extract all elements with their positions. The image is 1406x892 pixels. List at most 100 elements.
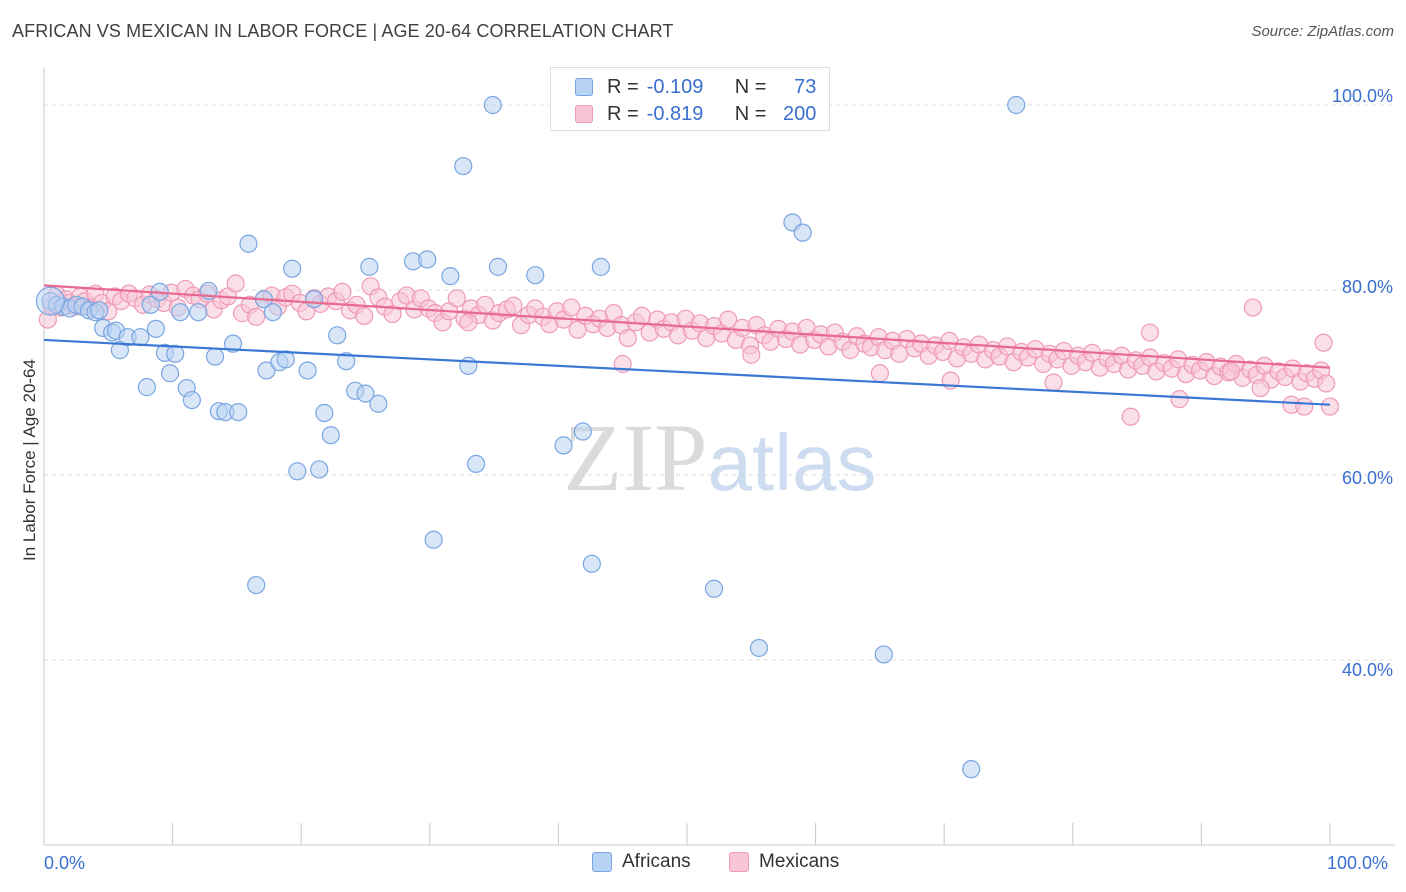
african-cluster-point xyxy=(35,286,66,316)
african-point xyxy=(554,436,573,455)
mexican-point xyxy=(355,306,374,325)
african-point xyxy=(141,295,160,314)
mexican-point xyxy=(247,307,266,326)
african-point xyxy=(146,319,165,338)
africans-swatch xyxy=(575,78,593,96)
african-point xyxy=(360,257,379,276)
legend-row-africans: R = -0.109 N = 73 xyxy=(575,76,816,98)
african-point xyxy=(466,454,486,473)
african-point xyxy=(283,259,302,278)
african-point xyxy=(418,250,437,269)
y-tick-100: 100.0% xyxy=(1331,86,1393,106)
african-point xyxy=(962,760,981,779)
african-point xyxy=(160,364,180,383)
african-point xyxy=(704,579,724,598)
mexican-point xyxy=(1140,323,1160,342)
mexican-point xyxy=(1295,397,1314,416)
x-tick-max: 100.0% xyxy=(1327,853,1389,873)
african-point xyxy=(171,303,190,322)
african-point xyxy=(288,462,307,481)
african-point xyxy=(424,530,443,549)
mexican-point xyxy=(618,329,637,348)
african-point xyxy=(369,394,388,413)
legend-row-mexicans: R = -0.819 N = 200 xyxy=(575,103,816,125)
y-tick-40: 40.0% xyxy=(1341,660,1393,680)
african-point xyxy=(337,352,356,371)
mexican-point xyxy=(1170,390,1189,409)
african-point xyxy=(1007,95,1026,115)
african-point xyxy=(239,234,258,253)
african-point xyxy=(441,267,460,286)
legend-n-value: 73 xyxy=(794,75,817,98)
african-point xyxy=(247,575,266,595)
chart-title: AFRICAN VS MEXICAN IN LABOR FORCE | AGE … xyxy=(12,21,674,41)
mexican-point xyxy=(1317,374,1336,393)
african-point xyxy=(182,390,201,410)
african-point xyxy=(263,303,283,322)
mexican-point xyxy=(459,313,478,332)
african-point xyxy=(310,460,329,479)
african-point xyxy=(454,156,473,176)
y-axis-label: In Labor Force | Age 20-64 xyxy=(20,359,39,561)
legend-r-label: R = xyxy=(607,102,639,125)
legend-n-label: N = xyxy=(734,102,767,125)
legend-r-value: -0.109 xyxy=(646,75,704,98)
african-point xyxy=(321,426,340,445)
watermark: ZIPatlas xyxy=(564,404,877,511)
correlation-legend: R = -0.109 N = 73 R = -0.819 N = 200 xyxy=(550,67,830,131)
mexican-point xyxy=(226,274,245,293)
african-point xyxy=(459,356,478,375)
african-point xyxy=(591,257,610,276)
african-point xyxy=(223,334,243,353)
mexican-point xyxy=(1044,373,1063,392)
mexican-point xyxy=(1243,298,1262,317)
african-point xyxy=(189,303,208,322)
african-point xyxy=(483,95,502,115)
mexican-point xyxy=(504,296,523,315)
mexican-point xyxy=(1121,407,1140,426)
african-point xyxy=(276,350,295,369)
mexican-point xyxy=(1314,333,1333,352)
african-point xyxy=(166,344,185,363)
africans-legend-label: Africans xyxy=(622,851,691,872)
legend-r-label: R = xyxy=(607,75,639,98)
legend-n-label: N = xyxy=(734,75,767,98)
mexicans-swatch xyxy=(575,105,593,123)
mexican-point xyxy=(1251,378,1270,398)
legend-r-value: -0.819 xyxy=(646,102,704,125)
mexican-point xyxy=(333,282,352,301)
african-point xyxy=(315,403,334,423)
y-tick-80: 80.0% xyxy=(1341,277,1393,297)
y-tick-60: 60.0% xyxy=(1341,468,1393,488)
mexican-point xyxy=(562,298,581,317)
mexican-point xyxy=(447,289,466,308)
mexican-trend-line xyxy=(43,284,1331,369)
african-point xyxy=(874,645,893,664)
africans-legend-swatch xyxy=(592,852,612,872)
african-point xyxy=(90,301,109,320)
african-point xyxy=(356,384,375,403)
african-point xyxy=(749,638,769,658)
african-point xyxy=(573,422,592,441)
african-point xyxy=(205,347,225,366)
african-point xyxy=(526,266,545,285)
african-trend-line xyxy=(43,338,1331,406)
x-tick-min: 0.0% xyxy=(44,853,86,873)
african-point xyxy=(582,554,601,573)
african-point xyxy=(131,328,150,347)
african-point xyxy=(137,378,156,397)
african-point xyxy=(328,326,347,345)
african-point xyxy=(257,361,276,380)
series-legend-mexicans: Mexicans xyxy=(729,851,839,873)
mexicans-legend-swatch xyxy=(729,852,749,872)
african-point xyxy=(298,361,317,380)
mexicans-legend-label: Mexicans xyxy=(759,851,840,872)
series-legend-africans: Africans xyxy=(592,851,691,873)
african-point xyxy=(488,257,508,276)
mexican-point xyxy=(742,345,761,364)
african-point xyxy=(229,403,248,422)
legend-n-value: 200 xyxy=(783,102,817,125)
mexican-point xyxy=(1221,362,1241,381)
african-point xyxy=(304,290,324,309)
